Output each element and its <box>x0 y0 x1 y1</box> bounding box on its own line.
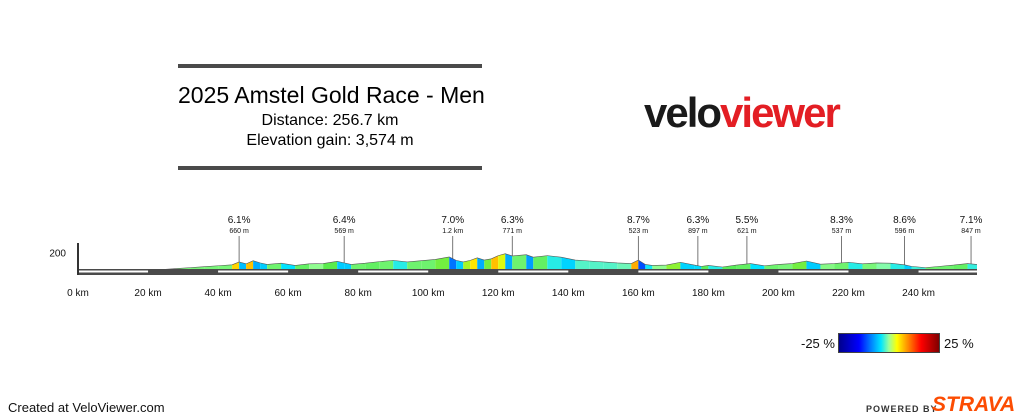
climb-grade-label: 7.0% <box>441 215 464 226</box>
climb-grade-label: 5.5% <box>736 215 759 226</box>
climb-length-label: 847 m <box>961 228 981 235</box>
gradient-legend-bar <box>838 333 940 353</box>
x-tick-label: 80 km <box>345 288 372 299</box>
distance-band-stripe <box>218 270 289 273</box>
profile-outline <box>77 253 978 273</box>
gradient-legend-max: 25 % <box>944 336 974 351</box>
profile-segment <box>505 253 513 273</box>
climb-grade-label: 6.4% <box>333 215 356 226</box>
profile-segment <box>435 256 450 273</box>
x-tick-label: 160 km <box>622 288 655 299</box>
distance-band-stripe <box>358 270 429 273</box>
distance-band-stripe <box>78 270 149 273</box>
profile-segment <box>533 255 548 273</box>
logo-velo: velo <box>644 89 722 136</box>
climb-length-label: 537 m <box>832 228 852 235</box>
x-tick-label: 0 km <box>67 288 89 299</box>
gradient-legend-min: -25 % <box>801 336 835 351</box>
distance-band-stripe <box>778 270 849 273</box>
powered-by-text: POWERED BY <box>866 404 938 414</box>
climb-grade-label: 6.1% <box>228 215 251 226</box>
elevation-stat: Elevation gain: 3,574 m <box>246 132 414 149</box>
title-bottom-rule <box>178 166 482 170</box>
climb-length-label: 569 m <box>334 228 354 235</box>
distance-stat: Distance: 256.7 km <box>261 112 399 129</box>
x-tick-label: 60 km <box>275 288 302 299</box>
climb-grade-label: 6.3% <box>686 215 709 226</box>
climb-length-label: 771 m <box>503 228 523 235</box>
y-tick-label: 200 <box>49 248 66 259</box>
strava-logo[interactable]: STRAVA <box>932 393 1016 416</box>
x-tick-label: 120 km <box>482 288 515 299</box>
profile-segment <box>526 254 534 273</box>
x-tick-label: 140 km <box>552 288 585 299</box>
x-tick-label: 40 km <box>204 288 231 299</box>
climb-grade-label: 7.1% <box>960 215 983 226</box>
climb-length-label: 596 m <box>895 228 915 235</box>
climb-grade-label: 8.3% <box>830 215 853 226</box>
x-tick-label: 100 km <box>412 288 445 299</box>
race-title: 2025 Amstel Gold Race - Men <box>178 82 485 108</box>
title-box: 2025 Amstel Gold Race - Men Distance: 25… <box>178 64 485 170</box>
x-tick-label: 180 km <box>692 288 725 299</box>
climb-grade-label: 8.7% <box>627 215 650 226</box>
profile-segment <box>547 255 562 273</box>
climb-grade-label: 8.6% <box>893 215 916 226</box>
profile-segment <box>512 254 527 273</box>
distance-band-stripe <box>498 270 569 273</box>
x-tick-label: 200 km <box>762 288 795 299</box>
x-tick-label: 240 km <box>902 288 935 299</box>
title-top-rule <box>178 64 482 68</box>
credit-text[interactable]: Created at VeloViewer.com <box>8 400 165 415</box>
logo-viewer: viewer <box>720 89 841 136</box>
profile-segment <box>491 255 499 273</box>
profile-segment <box>498 253 506 273</box>
climb-length-label: 523 m <box>629 228 649 235</box>
x-tick-label: 20 km <box>134 288 161 299</box>
distance-band-stripe <box>918 270 977 273</box>
distance-band-stripe <box>638 270 709 273</box>
climb-length-label: 1.2 km <box>442 228 463 235</box>
climb-length-label: 897 m <box>688 228 708 235</box>
veloviewer-logo[interactable]: veloviewer <box>644 89 841 136</box>
elevation-profile-chart: 200 0 km 20 km 40 km 60 km 80 km 100 km 120 km 1… <box>49 215 983 299</box>
climb-length-label: 621 m <box>737 228 757 235</box>
profile-segment <box>449 256 457 273</box>
climb-grade-label: 6.3% <box>501 215 524 226</box>
climb-length-label: 660 m <box>229 228 249 235</box>
x-tick-label: 220 km <box>832 288 865 299</box>
